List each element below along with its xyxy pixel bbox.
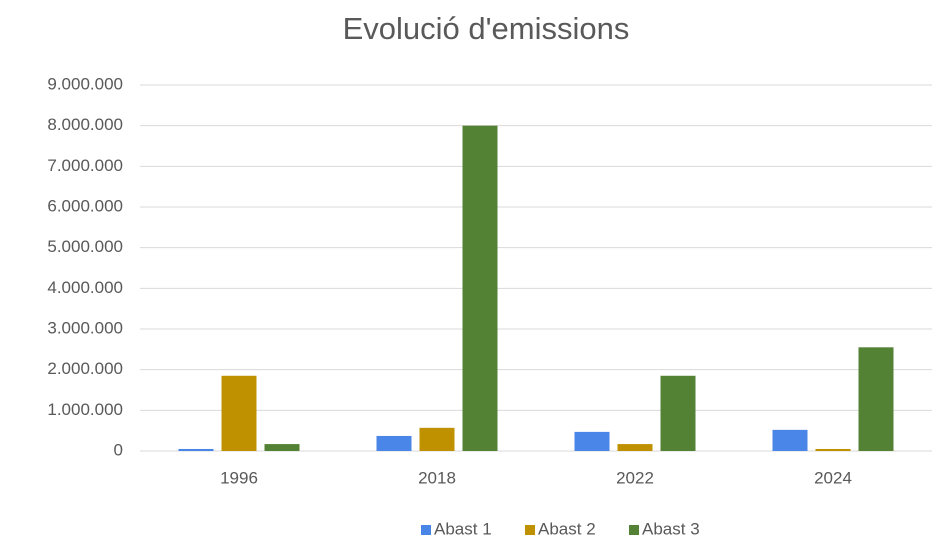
- x-tick-label: 2022: [616, 468, 654, 487]
- bar: [419, 427, 455, 451]
- legend-swatch: [629, 525, 639, 535]
- legend-swatch: [421, 525, 431, 535]
- legend-swatch: [525, 525, 535, 535]
- chart-title: Evolució d'emissions: [343, 11, 630, 46]
- y-tick-label: 6.000.000: [47, 196, 123, 215]
- bar: [264, 444, 300, 451]
- y-tick-label: 0: [114, 440, 123, 459]
- legend-label: Abast 1: [434, 519, 492, 538]
- bar: [574, 431, 610, 451]
- y-tick-label: 7.000.000: [47, 156, 123, 175]
- x-tick-label: 1996: [220, 468, 258, 487]
- bar: [376, 435, 412, 451]
- legend-label: Abast 3: [642, 519, 700, 538]
- bar: [178, 448, 214, 451]
- y-tick-label: 8.000.000: [47, 115, 123, 134]
- bar: [617, 444, 653, 451]
- y-tick-label: 3.000.000: [47, 318, 123, 337]
- bar: [815, 448, 851, 451]
- bar: [660, 375, 696, 451]
- y-tick-label: 9.000.000: [47, 74, 123, 93]
- y-tick-label: 1.000.000: [47, 400, 123, 419]
- bar: [462, 125, 498, 452]
- y-tick-label: 5.000.000: [47, 237, 123, 256]
- x-tick-label: 2024: [814, 468, 852, 487]
- bar: [221, 375, 257, 451]
- y-tick-label: 4.000.000: [47, 278, 123, 297]
- x-tick-label: 2018: [418, 468, 456, 487]
- legend-label: Abast 2: [538, 519, 596, 538]
- bar: [858, 347, 894, 451]
- bar: [772, 429, 808, 451]
- y-tick-label: 2.000.000: [47, 359, 123, 378]
